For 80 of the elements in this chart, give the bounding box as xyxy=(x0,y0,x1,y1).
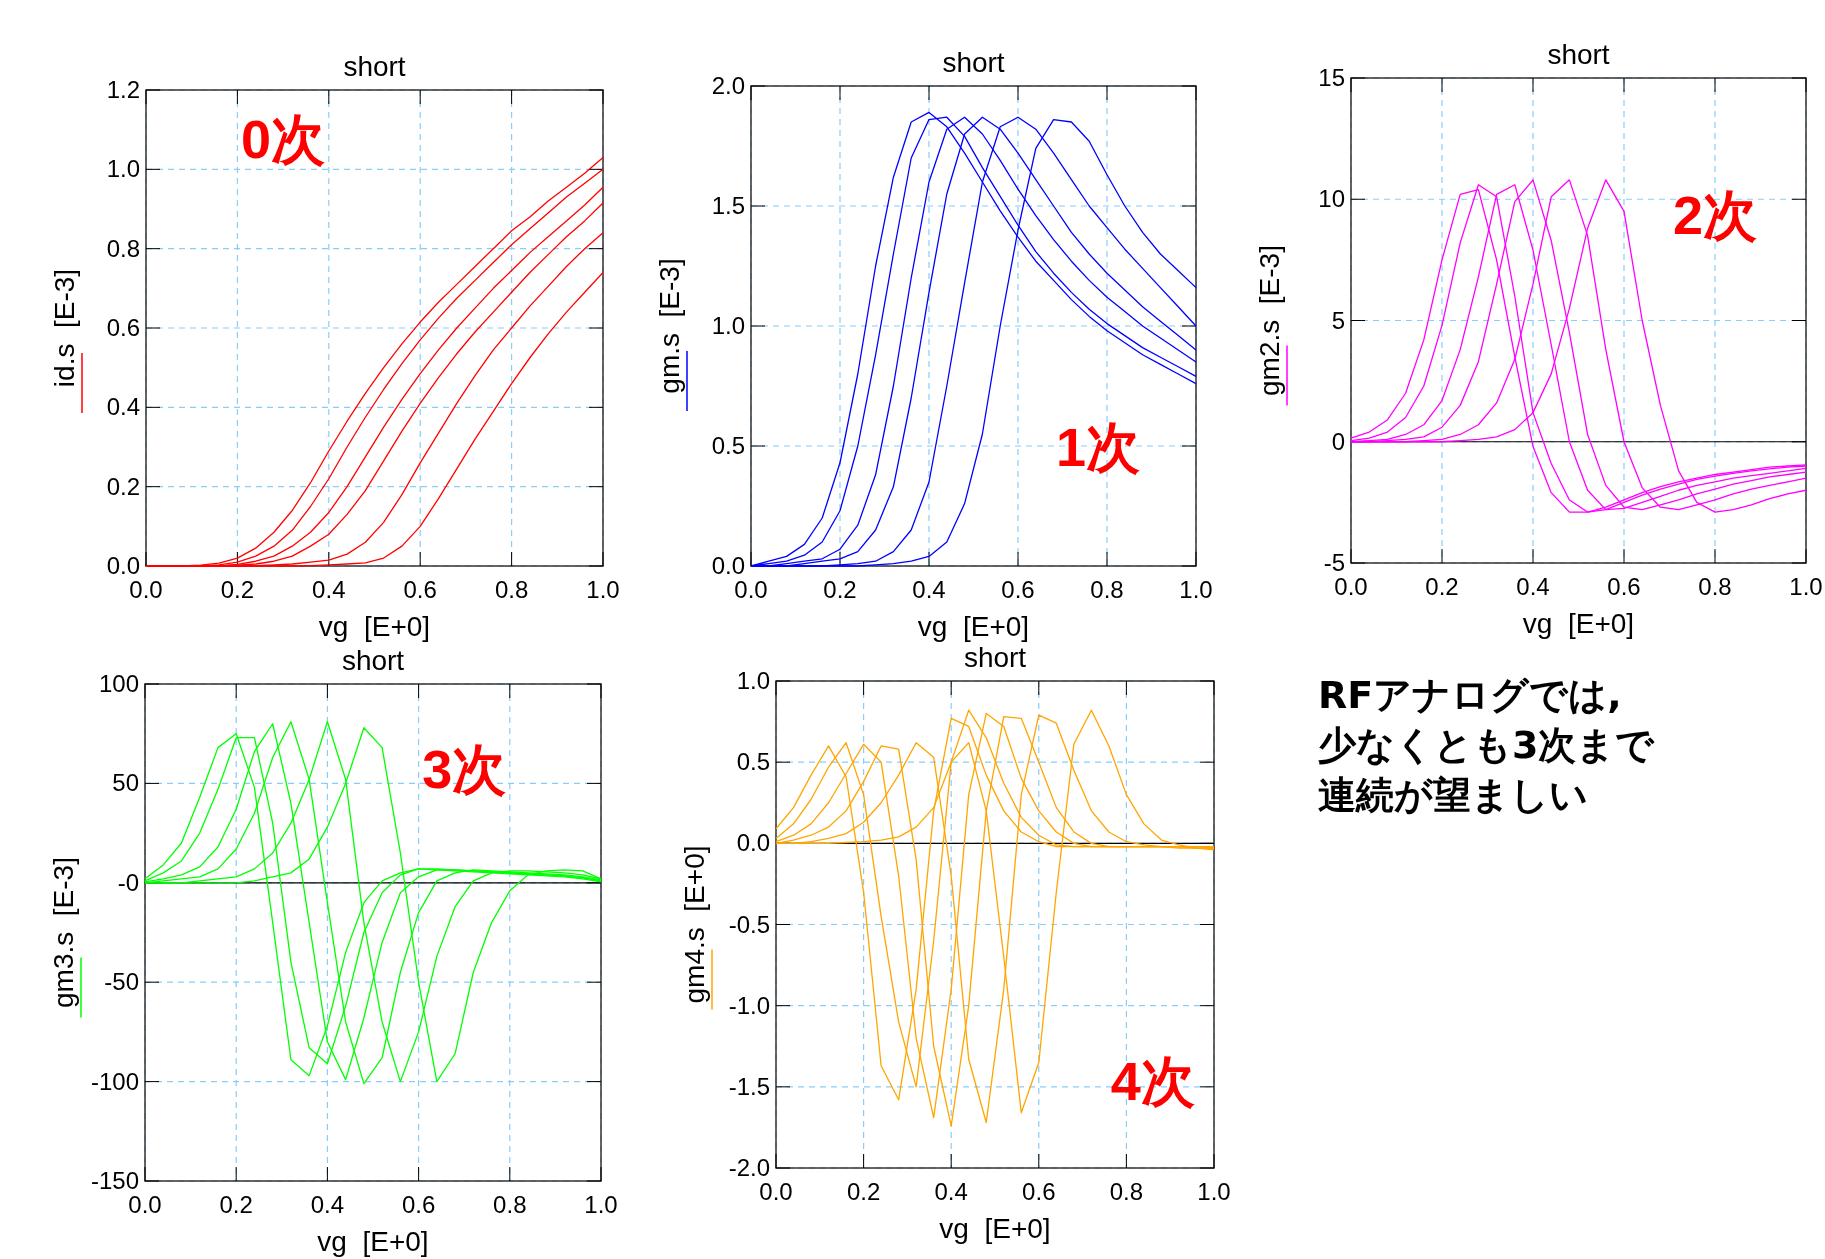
y-axis-title: gm3.s [E-3] xyxy=(48,857,79,1008)
y-tick-label: -2.0 xyxy=(728,1154,770,1181)
y-tick-label: 0.5 xyxy=(736,748,770,776)
y-tick-label: 0.0 xyxy=(711,552,745,579)
x-axis-title: vg [E+0] xyxy=(1522,608,1635,639)
y-tick-label: 2.0 xyxy=(711,72,745,99)
y-tick-label: 1.2 xyxy=(106,76,140,103)
x-tick-label: 1.0 xyxy=(1197,1178,1231,1205)
annotation: 2次 xyxy=(1672,184,1758,245)
x-tick-label: 0.6 xyxy=(1001,576,1035,603)
y-tick-label: -1.5 xyxy=(728,1072,770,1100)
y-tick-label: -0 xyxy=(117,868,139,896)
x-tick-label: 0.2 xyxy=(846,1178,881,1205)
x-tick-label: 1.0 xyxy=(1789,573,1823,600)
x-tick-label: 0.4 xyxy=(934,1178,968,1205)
x-tick-label: 0.0 xyxy=(129,576,163,603)
chart-title: short xyxy=(343,51,406,82)
y-axis-title: id.s [E-3] xyxy=(49,268,80,388)
x-tick-label: 0.8 xyxy=(493,1191,527,1218)
chart-title: short xyxy=(1547,39,1610,70)
y-tick-label: 0.0 xyxy=(736,829,770,857)
x-tick-label: 1.0 xyxy=(586,576,620,603)
y-tick-label: -100 xyxy=(90,1067,139,1095)
y-tick-label: -50 xyxy=(104,968,139,996)
y-tick-label: 10 xyxy=(1318,185,1345,213)
x-tick-label: 0.8 xyxy=(1090,576,1124,603)
y-tick-label: -5 xyxy=(1323,549,1345,576)
chart-title: short xyxy=(942,47,1005,78)
y-tick-label: 50 xyxy=(112,769,139,797)
x-axis-title: vg [E+0] xyxy=(318,611,431,642)
x-tick-label: 0.0 xyxy=(759,1178,793,1205)
x-tick-label: 0.8 xyxy=(1109,1178,1144,1205)
annotation: 4次 xyxy=(1110,1051,1195,1112)
x-tick-label: 0.4 xyxy=(310,1191,345,1218)
y-tick-label: 0.4 xyxy=(106,393,140,421)
x-tick-label: 0.6 xyxy=(1607,573,1641,600)
x-tick-label: 0.2 xyxy=(1425,573,1459,600)
text: RFアナログでは, xyxy=(1318,673,1622,717)
x-tick-label: 0.6 xyxy=(1022,1178,1056,1205)
text: 少なくとも3次まで xyxy=(1318,723,1656,767)
y-tick-label: 0.6 xyxy=(106,314,140,341)
annotation: 3次 xyxy=(422,739,507,800)
y-tick-label: 0.8 xyxy=(106,234,140,262)
x-axis-title: vg [E+0] xyxy=(917,611,1030,642)
x-tick-label: 0.4 xyxy=(312,576,346,603)
x-tick-label: 1.0 xyxy=(1179,576,1213,603)
y-tick-label: 1.0 xyxy=(711,312,745,339)
x-axis-title: vg [E+0] xyxy=(939,1213,1051,1244)
x-tick-label: 0.2 xyxy=(219,1191,253,1218)
y-tick-label: -150 xyxy=(90,1167,139,1194)
text: 連続が望ましい xyxy=(1318,773,1588,817)
x-tick-label: 0.8 xyxy=(1698,573,1732,600)
y-tick-label: -1.0 xyxy=(728,991,770,1019)
chart-title: short xyxy=(341,645,405,676)
x-axis-title: vg [E+0] xyxy=(317,1226,429,1257)
y-tick-label: -0.5 xyxy=(728,910,770,938)
x-tick-label: 0.8 xyxy=(494,576,529,603)
y-tick-label: 1.0 xyxy=(106,155,140,183)
x-tick-label: 0.2 xyxy=(823,576,857,603)
annotation: 1次 xyxy=(1056,417,1141,477)
y-tick-label: 0.5 xyxy=(711,432,745,459)
x-tick-label: 0.6 xyxy=(403,576,437,603)
y-tick-label: 15 xyxy=(1318,64,1345,91)
y-tick-label: 1.0 xyxy=(736,667,770,694)
annotation: 0次 xyxy=(241,108,326,169)
y-axis-title: gm4.s [E+0] xyxy=(679,845,710,1004)
y-tick-label: 0.0 xyxy=(106,552,140,579)
x-tick-label: 0.2 xyxy=(220,576,255,603)
y-axis-title: gm.s [E-3] xyxy=(654,258,685,394)
y-tick-label: 5 xyxy=(1331,306,1345,334)
x-tick-label: 1.0 xyxy=(584,1191,618,1218)
x-tick-label: 0.4 xyxy=(1516,573,1550,600)
y-tick-label: 0.2 xyxy=(106,472,140,500)
x-tick-label: 0.6 xyxy=(401,1191,436,1218)
y-tick-label: 0 xyxy=(1331,427,1345,455)
y-axis-title: gm2.s [E-3] xyxy=(1254,245,1285,396)
y-tick-label: 1.5 xyxy=(711,192,745,219)
chart-title: short xyxy=(963,642,1027,673)
y-tick-label: 100 xyxy=(98,670,139,697)
x-tick-label: 0.4 xyxy=(912,576,946,603)
